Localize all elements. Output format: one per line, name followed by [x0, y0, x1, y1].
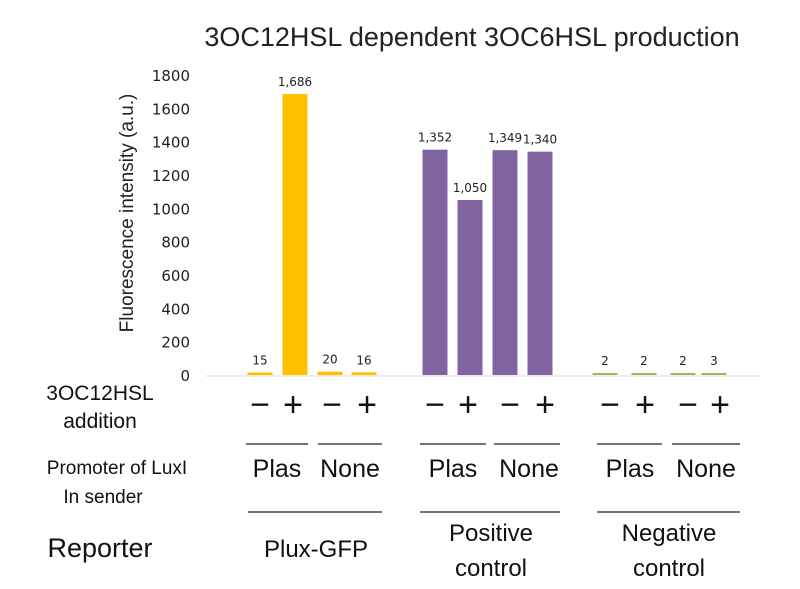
bar-value-label: 2 [640, 354, 648, 368]
y-tick-label: 1800 [152, 67, 190, 85]
addition-row-label-line1: 3OC12HSL [46, 382, 153, 405]
promoter-row-label-line2: In sender [63, 487, 143, 508]
minus-mark: − [678, 386, 698, 424]
plus-mark: + [283, 386, 303, 424]
reporter-labels: Plux-GFP Positive control Negative control [264, 520, 716, 582]
bar-value-label: 3 [710, 354, 718, 368]
reporter-label: control [633, 555, 705, 582]
minus-mark: − [250, 386, 270, 424]
y-axis-label: Fluorescence intensity (a.u.) [117, 94, 138, 333]
promoter-label: None [499, 455, 559, 483]
data-labels: 15 1,686 20 16 1,352 1,050 1,349 1,340 2 2 2 3 [252, 75, 717, 368]
y-tick-label: 400 [161, 300, 190, 318]
promoter-labels: Plas None Plas None Plas None [253, 455, 736, 483]
plus-mark: + [535, 386, 555, 424]
bar-value-label: 1,050 [453, 181, 487, 195]
addition-marks: − + − + − + − + − + − + [250, 386, 730, 424]
promoter-label: Plas [606, 455, 655, 483]
bar [422, 149, 448, 375]
plus-mark: + [357, 386, 377, 424]
y-tick-label: 1400 [152, 134, 190, 152]
minus-mark: − [500, 386, 520, 424]
reporter-row-label: Reporter [47, 533, 152, 563]
y-tick-label: 200 [161, 334, 190, 352]
chart-title: 3OC12HSL dependent 3OC6HSL production [204, 22, 739, 52]
y-axis-ticks: 0 200 400 600 800 1000 1200 1400 1600 1800 [152, 67, 190, 385]
y-tick-label: 1600 [152, 100, 190, 118]
bar-value-label: 15 [252, 354, 267, 368]
minus-mark: − [425, 386, 445, 424]
bar-series [247, 94, 727, 375]
plus-mark: + [635, 386, 655, 424]
promoter-label: Plas [429, 455, 478, 483]
bar-value-label: 1,352 [418, 131, 452, 145]
bar-value-label: 1,340 [523, 133, 557, 147]
minus-mark: − [322, 386, 342, 424]
y-tick-label: 600 [161, 267, 190, 285]
y-tick-label: 1000 [152, 200, 190, 218]
bar [317, 371, 343, 375]
y-tick-label: 800 [161, 234, 190, 252]
bar [701, 373, 727, 375]
bar-value-label: 1,686 [278, 75, 312, 89]
bar-value-label: 2 [679, 354, 687, 368]
bar [282, 94, 308, 375]
promoter-label: Plas [253, 455, 302, 483]
bar-value-label: 16 [356, 353, 371, 367]
bar [247, 372, 273, 375]
reporter-label: Positive [449, 520, 533, 547]
bar [670, 373, 696, 375]
promoter-row-label-line1: Promoter of LuxI [47, 458, 187, 479]
bar [631, 373, 657, 375]
reporter-label: control [455, 555, 527, 582]
promoter-label: None [320, 455, 380, 483]
bar-value-label: 1,349 [488, 131, 522, 145]
plus-mark: + [710, 386, 730, 424]
reporter-label: Plux-GFP [264, 536, 368, 563]
bar [351, 372, 377, 375]
y-tick-label: 0 [180, 367, 190, 385]
minus-mark: − [600, 386, 620, 424]
plus-mark: + [458, 386, 478, 424]
bar [592, 373, 618, 375]
bar [492, 150, 518, 375]
bar-value-label: 2 [601, 354, 609, 368]
promoter-label: None [676, 455, 736, 483]
reporter-label: Negative [622, 520, 717, 547]
bar [527, 151, 553, 375]
y-tick-label: 1200 [152, 167, 190, 185]
bar [457, 200, 483, 375]
addition-row-label-line2: addition [63, 410, 137, 433]
bar-value-label: 20 [322, 353, 337, 367]
